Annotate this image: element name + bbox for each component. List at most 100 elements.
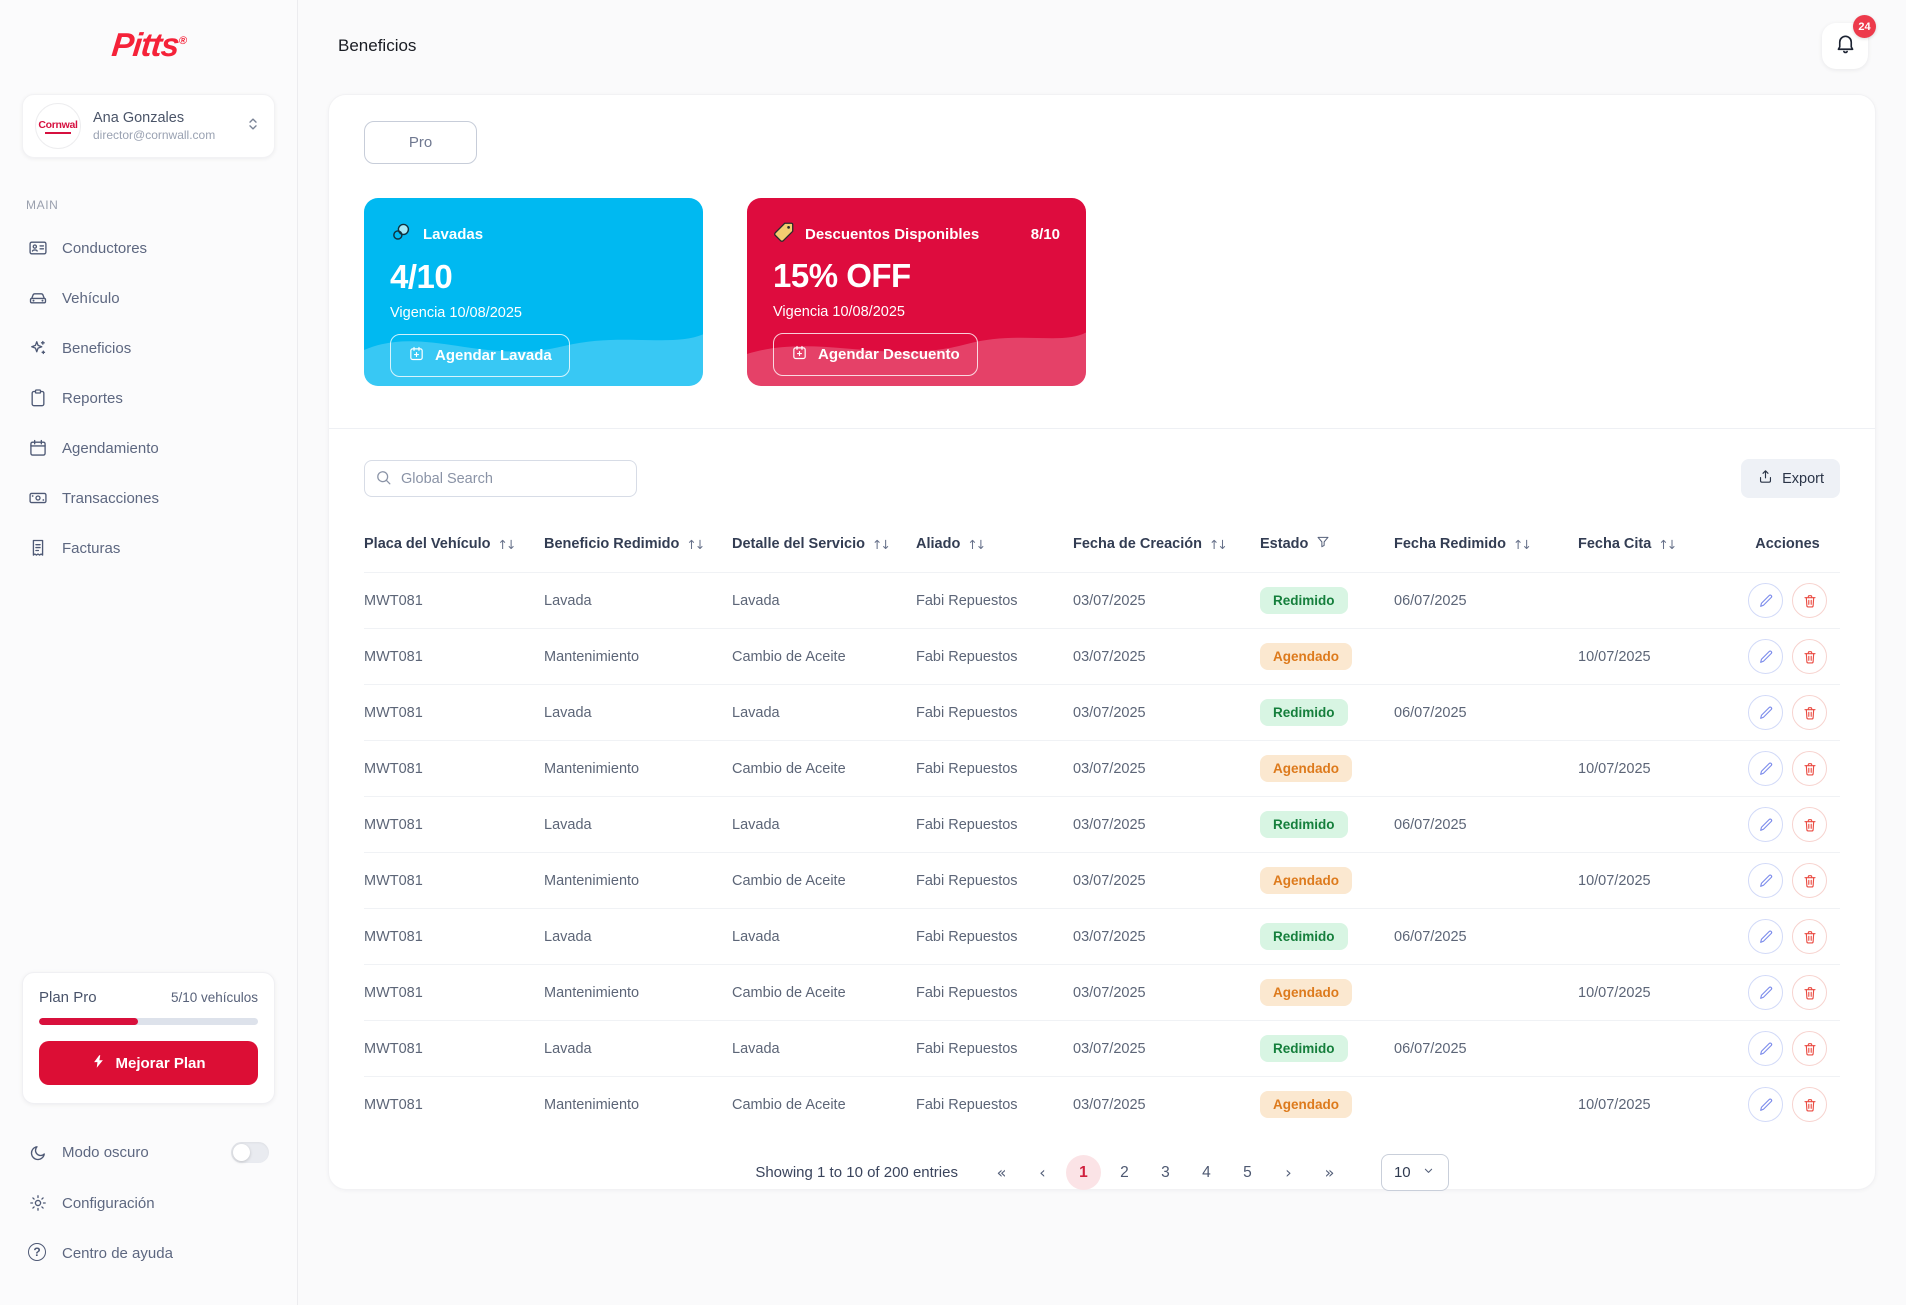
sidebar-item-agendamiento[interactable]: Agendamiento [22,426,275,470]
col-beneficio[interactable]: Beneficio Redimido ↑↓ [544,536,705,552]
receipt-icon [28,538,48,558]
sidebar-item-centro-de-ayuda[interactable]: ? Centro de ayuda [22,1231,275,1275]
sidebar-item-beneficios[interactable]: Beneficios [22,326,275,370]
sidebar-item-configuracion[interactable]: Configuración [22,1181,275,1225]
col-cita[interactable]: Fecha Cita ↑↓ [1578,536,1677,552]
edit-button[interactable] [1748,639,1783,674]
dark-mode-label: Modo oscuro [62,1144,149,1161]
filter-icon[interactable] [1315,534,1331,554]
last-page-button[interactable]: » [1312,1155,1347,1190]
col-detalle[interactable]: Detalle del Servicio ↑↓ [732,536,891,552]
wave-decoration [364,334,703,386]
delete-button[interactable] [1792,1087,1827,1122]
delete-button[interactable] [1792,863,1827,898]
table-body: MWT081 Lavada Lavada Fabi Repuestos 03/0… [364,572,1840,1132]
notifications-button[interactable]: 24 [1822,15,1876,69]
page-button-2[interactable]: 2 [1107,1155,1142,1190]
col-creacion[interactable]: Fecha de Creación ↑↓ [1073,536,1228,552]
sidebar-item-label: Beneficios [62,339,132,357]
delete-button[interactable] [1792,695,1827,730]
plan-name: Plan Pro [39,989,97,1006]
sidebar-item-vehiculo[interactable]: Vehículo [22,276,275,320]
col-redimido[interactable]: Fecha Redimido ↑↓ [1394,536,1532,552]
wave-decoration [747,332,1086,386]
cell-creacion: 03/07/2025 [1073,760,1146,777]
search-input[interactable] [364,460,637,497]
edit-button[interactable] [1748,807,1783,842]
cell-detalle: Lavada [732,1040,780,1057]
col-estado[interactable]: Estado [1260,534,1394,554]
first-page-button[interactable]: « [984,1155,1019,1190]
page-size-value: 10 [1393,1164,1411,1181]
table-row: MWT081 Mantenimiento Cambio de Aceite Fa… [364,852,1840,908]
cell-placa: MWT081 [364,592,423,609]
banknote-icon [28,488,48,508]
page-size-select[interactable]: 10 [1380,1154,1449,1191]
cell-aliado: Fabi Repuestos [916,592,1018,609]
cell-detalle: Cambio de Aceite [732,984,846,1001]
sidebar-item-conductores[interactable]: Conductores [22,226,275,270]
prev-page-button[interactable]: ‹ [1025,1155,1060,1190]
edit-button[interactable] [1748,695,1783,730]
cell-detalle: Cambio de Aceite [732,1096,846,1113]
col-placa[interactable]: Placa del Vehículo ↑↓ [364,536,516,552]
delete-button[interactable] [1792,1031,1827,1066]
sort-icon: ↑↓ [871,536,891,552]
benefit-cards: Lavadas 4/10 Vigencia 10/08/2025 Agendar… [364,198,1840,386]
agendar-lavada-button[interactable]: Agendar Lavada [390,334,570,377]
edit-button[interactable] [1748,583,1783,618]
next-page-button[interactable]: › [1271,1155,1306,1190]
page-title: Beneficios [338,36,417,55]
cell-creacion: 03/07/2025 [1073,704,1146,721]
agendar-descuento-button[interactable]: Agendar Descuento [773,333,978,376]
cell-placa: MWT081 [364,928,423,945]
edit-button[interactable] [1748,751,1783,786]
card-value: 4/10 [390,258,453,295]
dark-mode-toggle[interactable] [231,1142,269,1163]
card-title: Lavadas [423,226,484,243]
delete-button[interactable] [1792,807,1827,842]
cell-cita: 10/07/2025 [1578,1096,1651,1113]
page-button-3[interactable]: 3 [1148,1155,1183,1190]
delete-button[interactable] [1792,751,1827,786]
edit-button[interactable] [1748,863,1783,898]
gear-icon [28,1193,48,1213]
delete-button[interactable] [1792,919,1827,954]
cell-beneficio: Lavada [544,704,592,721]
upgrade-plan-button[interactable]: Mejorar Plan [39,1041,258,1085]
sort-icon: ↑↓ [1513,536,1532,552]
page-button-5[interactable]: 5 [1230,1155,1265,1190]
sidebar-item-reportes[interactable]: Reportes [22,376,275,420]
sidebar-item-facturas[interactable]: Facturas [22,526,275,570]
sidebar-item-transacciones[interactable]: Transacciones [22,476,275,520]
edit-button[interactable] [1748,919,1783,954]
edit-button[interactable] [1748,1031,1783,1066]
search-icon [374,468,393,492]
status-badge: Redimido [1260,699,1348,726]
cell-beneficio: Mantenimiento [544,648,640,665]
upgrade-plan-label: Mejorar Plan [115,1054,206,1072]
moon-icon [28,1143,48,1163]
avatar: Cornwal [35,103,81,149]
sidebar-item-label: Reportes [62,389,123,407]
delete-button[interactable] [1792,639,1827,674]
cell-beneficio: Lavada [544,1040,592,1057]
main-content: Beneficios 24 Pro Lavadas 4/10 Vigencia … [298,0,1906,1305]
edit-button[interactable] [1748,1087,1783,1122]
user-menu[interactable]: Cornwal Ana Gonzales director@cornwall.c… [22,94,275,158]
delete-button[interactable] [1792,975,1827,1010]
export-button[interactable]: Export [1741,459,1840,498]
delete-button[interactable] [1792,583,1827,618]
table-row: MWT081 Lavada Lavada Fabi Repuestos 03/0… [364,908,1840,964]
page-button-1[interactable]: 1 [1065,1155,1101,1190]
cell-aliado: Fabi Repuestos [916,760,1018,777]
edit-button[interactable] [1748,975,1783,1010]
user-name: Ana Gonzales [93,110,185,126]
tab-pro[interactable]: Pro [364,121,477,164]
col-aliado[interactable]: Aliado ↑↓ [916,536,986,552]
page-button-4[interactable]: 4 [1189,1155,1224,1190]
sidebar-item-label: Transacciones [62,489,159,507]
bolt-icon [91,1054,106,1073]
status-badge: Agendado [1260,979,1352,1006]
registered-mark: ® [177,35,187,47]
